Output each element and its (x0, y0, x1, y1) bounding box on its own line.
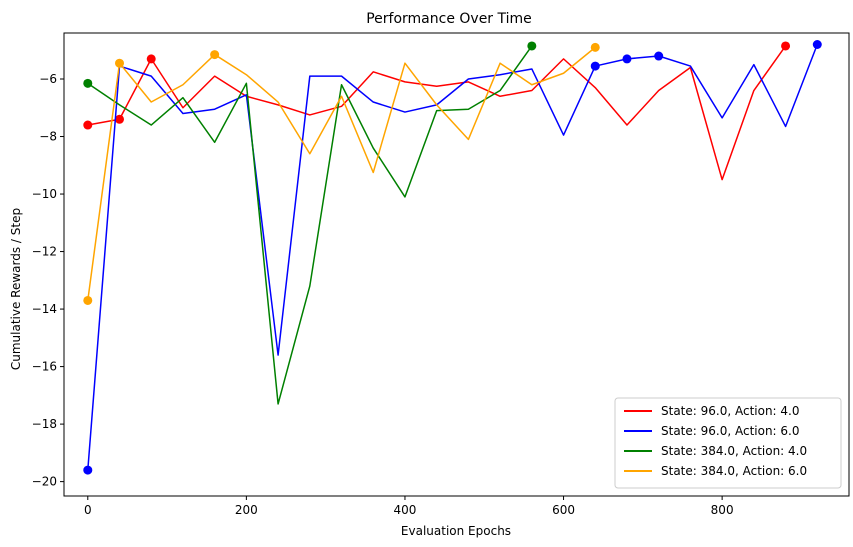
plot-frame (63, 32, 850, 497)
y-tick-label-4: −12 (32, 245, 57, 259)
series-0-marker-2 (146, 54, 156, 64)
series-line-1 (87, 44, 818, 471)
y-tick-label-6: −8 (39, 130, 57, 144)
series-2-marker-0 (83, 78, 93, 88)
x-tick-label-0: 0 (84, 503, 92, 517)
x-axis-label: Evaluation Epochs (401, 524, 511, 538)
plot-area (83, 40, 822, 475)
series-line-0 (87, 45, 787, 181)
legend: State: 96.0, Action: 4.0 State: 96.0, Act… (614, 397, 842, 489)
series-0-marker-0 (83, 120, 93, 130)
series-0-marker-1 (115, 114, 125, 124)
series-3-marker-0 (83, 295, 93, 305)
x-tick-label-3: 600 (552, 503, 575, 517)
series-3-marker-1 (115, 58, 125, 68)
series-1-marker-4 (812, 40, 822, 50)
y-tick-label-7: −6 (39, 72, 57, 86)
y-tick-label-0: −20 (32, 475, 57, 489)
series-0-marker-3 (781, 41, 791, 51)
series-1-marker-1 (590, 61, 600, 71)
y-tick-label-3: −14 (32, 302, 57, 316)
legend-label-1: State: 96.0, Action: 6.0 (661, 424, 800, 438)
y-axis-label: Cumulative Rewards / Step (9, 208, 23, 370)
legend-label-2: State: 384.0, Action: 4.0 (661, 444, 807, 458)
legend-label-3: State: 384.0, Action: 6.0 (661, 464, 807, 478)
chart-title: Performance Over Time (366, 11, 532, 27)
y-tick-label-5: −10 (32, 187, 57, 201)
legend-label-0: State: 96.0, Action: 4.0 (661, 404, 800, 418)
y-tick-label-1: −18 (32, 417, 57, 431)
axis-ticks: 0 200 400 600 800 −20 −18 −16 −14 −12 −10 −8 −6 (32, 72, 734, 517)
series-3-marker-2 (210, 50, 220, 60)
x-tick-label-2: 400 (394, 503, 417, 517)
legend-box (614, 397, 842, 489)
series-1-marker-0 (83, 465, 93, 475)
x-tick-label-1: 200 (235, 503, 258, 517)
x-tick-label-4: 800 (711, 503, 734, 517)
series-3-marker-3 (590, 42, 600, 52)
series-1-marker-2 (622, 54, 632, 64)
series-line-3 (87, 46, 596, 301)
series-2-marker-1 (527, 41, 537, 51)
series-1-marker-3 (654, 51, 664, 61)
series-line-2 (87, 45, 533, 405)
y-tick-label-2: −16 (32, 360, 57, 374)
